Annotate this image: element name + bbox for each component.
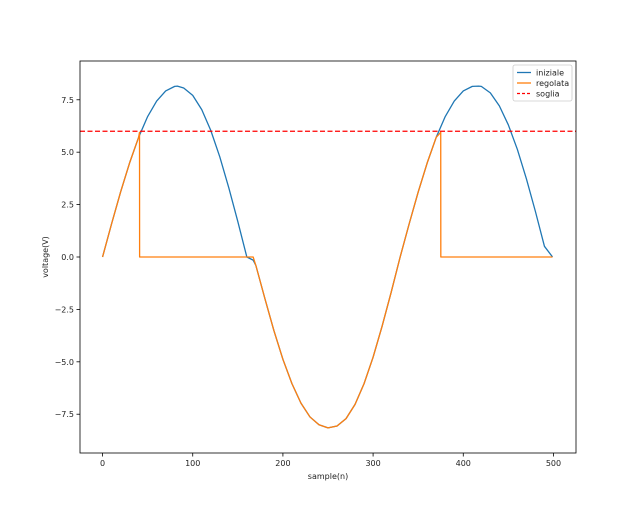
x-tick-label: 200 [275,459,290,468]
legend-box [512,64,573,102]
x-tick-label: 500 [546,459,561,468]
legend-label-soglia: soglia [536,90,560,99]
y-axis: −7.5 −5.0 −2.5 0.0 2.5 5.0 7.5 [55,96,80,419]
x-tick-label: 0 [100,459,105,468]
y-tick-label: −5.0 [55,358,74,367]
legend-label-regolata: regolata [536,79,569,88]
y-tick-label: 5.0 [61,148,74,157]
y-axis-label: voltage(V) [41,236,50,278]
y-tick-label: 2.5 [61,201,74,210]
y-tick-label: 0.0 [61,253,74,262]
series-line-regolata [101,131,553,429]
x-axis: 0 100 200 300 400 500 [100,453,561,468]
x-axis-label: sample(n) [308,472,348,481]
plot-area [80,85,576,429]
legend-label-iniziale: iniziale [536,69,564,78]
y-tick-label: −2.5 [55,305,74,314]
x-tick-label: 100 [185,459,200,468]
x-tick-label: 300 [365,459,380,468]
y-tick-label: −7.5 [55,410,74,419]
x-tick-label: 400 [456,459,471,468]
y-tick-label: 7.5 [61,96,74,105]
